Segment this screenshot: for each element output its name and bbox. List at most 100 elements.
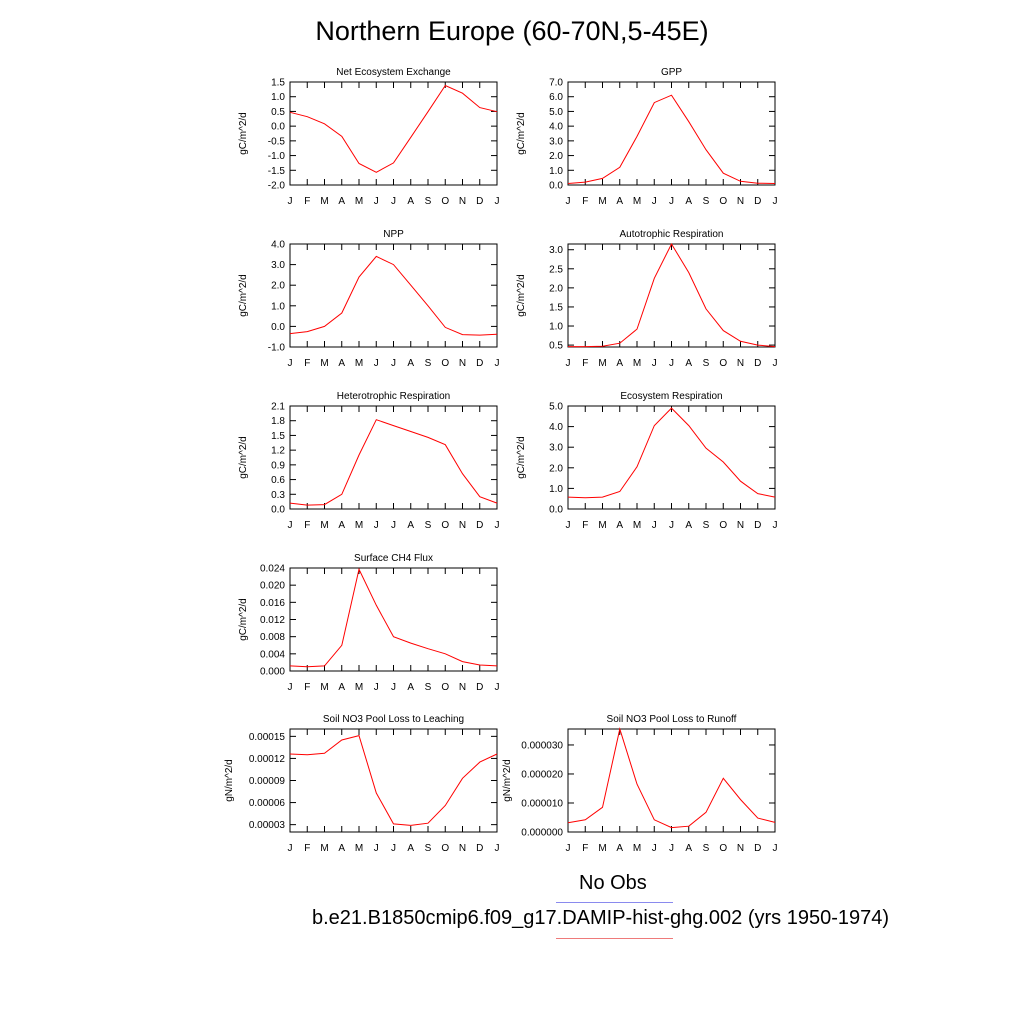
y-axis-label: gC/m^2/d: [238, 274, 249, 317]
x-tick-label: N: [459, 843, 466, 854]
x-tick-label: M: [598, 196, 606, 207]
x-tick-label: J: [773, 520, 778, 531]
y-tick-label: 0.008: [260, 632, 285, 643]
x-tick-label: A: [685, 358, 692, 369]
x-tick-label: A: [616, 196, 623, 207]
x-tick-label: M: [633, 358, 641, 369]
x-tick-label: D: [476, 196, 483, 207]
x-tick-label: O: [441, 520, 449, 531]
x-tick-label: O: [441, 358, 449, 369]
x-tick-label: O: [441, 682, 449, 693]
series-line: [567, 407, 776, 499]
x-tick-label: F: [582, 358, 588, 369]
y-tick-label: 3.0: [549, 136, 563, 147]
plot-frame: [289, 567, 498, 672]
x-tick-label: D: [476, 682, 483, 693]
plot-frame: [567, 405, 776, 510]
x-tick-label: J: [652, 358, 657, 369]
y-tick-label: 5.0: [549, 107, 563, 118]
y-axis-label: gN/m^2/d: [502, 759, 513, 802]
x-tick-label: J: [374, 358, 379, 369]
x-tick-label: A: [685, 520, 692, 531]
x-tick-label: J: [495, 358, 500, 369]
x-tick-label: A: [616, 520, 623, 531]
chart-panel-6: Surface CH4 Flux gC/m^2/d 0.000 0.004 0.008 0…: [238, 553, 500, 693]
chart-panel-3: Autotrophic Respiration gC/m^2/d 0.5 1.0 1.5…: [516, 229, 778, 369]
y-tick-label: 1.0: [549, 166, 563, 177]
x-tick-label: J: [374, 520, 379, 531]
x-tick-label: S: [425, 520, 432, 531]
x-tick-label: S: [703, 843, 710, 854]
y-tick-label: 1.2: [271, 446, 285, 457]
y-tick-label: 1.0: [271, 301, 285, 312]
x-tick-label: S: [425, 358, 432, 369]
y-tick-label: 0.6: [271, 475, 285, 486]
x-tick-label: A: [338, 358, 345, 369]
x-tick-label: J: [566, 843, 571, 854]
x-tick-label: N: [737, 520, 744, 531]
x-tick-label: M: [598, 843, 606, 854]
y-tick-label: 0.5: [549, 341, 563, 352]
x-tick-label: J: [773, 843, 778, 854]
y-axis-label: gC/m^2/d: [238, 112, 249, 155]
x-tick-label: M: [320, 196, 328, 207]
y-tick-label: 1.0: [549, 322, 563, 333]
x-tick-label: A: [338, 843, 345, 854]
x-tick-label: D: [754, 358, 761, 369]
x-tick-label: M: [355, 843, 363, 854]
y-tick-label: 0.016: [260, 598, 285, 609]
x-tick-label: D: [754, 520, 761, 531]
y-tick-label: 1.0: [549, 484, 563, 495]
x-tick-label: M: [320, 682, 328, 693]
x-tick-label: J: [391, 520, 396, 531]
y-tick-label: 0.0: [549, 505, 563, 516]
x-tick-label: J: [288, 843, 293, 854]
x-tick-label: M: [633, 843, 641, 854]
x-tick-label: J: [374, 682, 379, 693]
x-tick-label: J: [495, 843, 500, 854]
y-tick-label: 1.5: [271, 78, 285, 89]
x-tick-label: S: [703, 358, 710, 369]
x-tick-label: O: [719, 358, 727, 369]
y-tick-label: 0.0: [271, 322, 285, 333]
x-tick-label: F: [304, 520, 310, 531]
x-tick-label: M: [320, 843, 328, 854]
y-axis-label: gC/m^2/d: [516, 274, 527, 317]
x-tick-label: D: [754, 196, 761, 207]
y-tick-label: 0.00009: [249, 776, 286, 787]
plot-frame: [289, 728, 498, 833]
y-tick-label: 0.3: [271, 490, 285, 501]
y-tick-label: 1.8: [271, 416, 285, 427]
y-tick-label: 1.5: [549, 302, 563, 313]
x-tick-label: M: [355, 682, 363, 693]
x-tick-label: J: [495, 682, 500, 693]
x-tick-label: M: [320, 358, 328, 369]
y-tick-label: -0.5: [268, 136, 286, 147]
y-tick-label: 1.0: [271, 92, 285, 103]
x-tick-label: M: [355, 358, 363, 369]
y-tick-label: 3.0: [549, 443, 563, 454]
plot-frame: [567, 728, 776, 833]
y-tick-label: 6.0: [549, 92, 563, 103]
series-line: [289, 84, 498, 173]
y-tick-label: 2.0: [549, 283, 563, 294]
x-tick-label: N: [737, 196, 744, 207]
x-tick-label: A: [338, 520, 345, 531]
y-tick-label: 3.0: [549, 245, 563, 256]
x-tick-label: N: [459, 196, 466, 207]
y-tick-label: 0.000010: [521, 798, 563, 809]
x-tick-label: J: [669, 843, 674, 854]
x-tick-label: J: [566, 358, 571, 369]
x-tick-label: M: [320, 520, 328, 531]
x-tick-label: J: [288, 682, 293, 693]
y-tick-label: 7.0: [549, 78, 563, 89]
chart-panel-8: Soil NO3 Pool Loss to Runoff gN/m^2/d 0.00…: [502, 714, 778, 854]
y-tick-label: 2.0: [271, 281, 285, 292]
series-line: [567, 727, 776, 829]
panel-title: NPP: [383, 229, 404, 240]
x-tick-label: J: [652, 520, 657, 531]
x-tick-label: J: [566, 520, 571, 531]
x-tick-label: N: [737, 843, 744, 854]
x-tick-label: J: [374, 196, 379, 207]
